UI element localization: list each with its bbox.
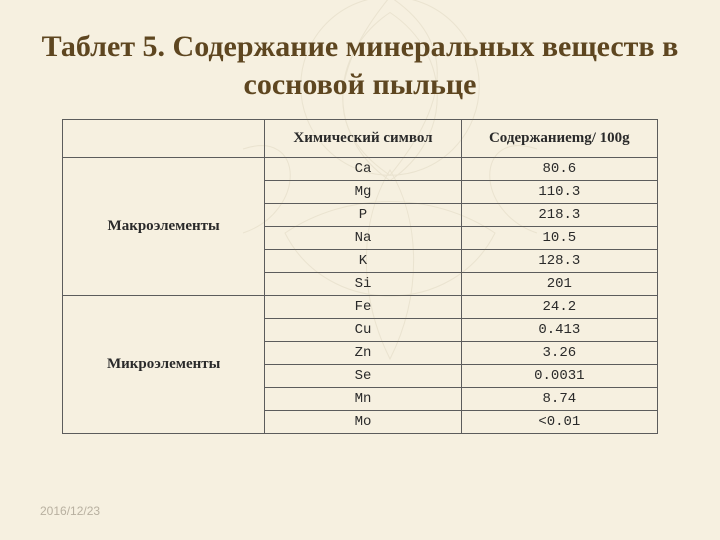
symbol-cell: Mo [265,411,461,434]
value-cell: <0.01 [461,411,657,434]
symbol-cell: Na [265,227,461,250]
table-row: Макроэлементы Ca 80.6 [63,158,658,181]
value-cell: 128.3 [461,250,657,273]
page-title: Таблет 5. Содержание минеральных веществ… [0,0,720,119]
value-cell: 0.413 [461,319,657,342]
table-row: Микроэлементы Fe 24.2 [63,296,658,319]
symbol-cell: Se [265,365,461,388]
value-cell: 24.2 [461,296,657,319]
value-cell: 3.26 [461,342,657,365]
value-cell: 8.74 [461,388,657,411]
symbol-cell: Cu [265,319,461,342]
symbol-cell: Mg [265,181,461,204]
value-cell: 201 [461,273,657,296]
col-header-symbol: Химический символ [265,120,461,158]
value-cell: 0.0031 [461,365,657,388]
symbol-cell: Si [265,273,461,296]
table-header-row: Химический символ Содержаниеmg/ 100g [63,120,658,158]
mineral-table-container: Химический символ Содержаниеmg/ 100g Мак… [0,119,720,434]
col-header-content: Содержаниеmg/ 100g [461,120,657,158]
value-cell: 80.6 [461,158,657,181]
symbol-cell: Mn [265,388,461,411]
value-cell: 110.3 [461,181,657,204]
category-cell-macro: Макроэлементы [63,158,265,296]
symbol-cell: K [265,250,461,273]
value-cell: 218.3 [461,204,657,227]
symbol-cell: Zn [265,342,461,365]
symbol-cell: Ca [265,158,461,181]
value-cell: 10.5 [461,227,657,250]
mineral-table: Химический символ Содержаниеmg/ 100g Мак… [62,119,658,434]
col-header-category [63,120,265,158]
footer-date: 2016/12/23 [40,504,100,518]
category-cell-micro: Микроэлементы [63,296,265,434]
symbol-cell: P [265,204,461,227]
symbol-cell: Fe [265,296,461,319]
